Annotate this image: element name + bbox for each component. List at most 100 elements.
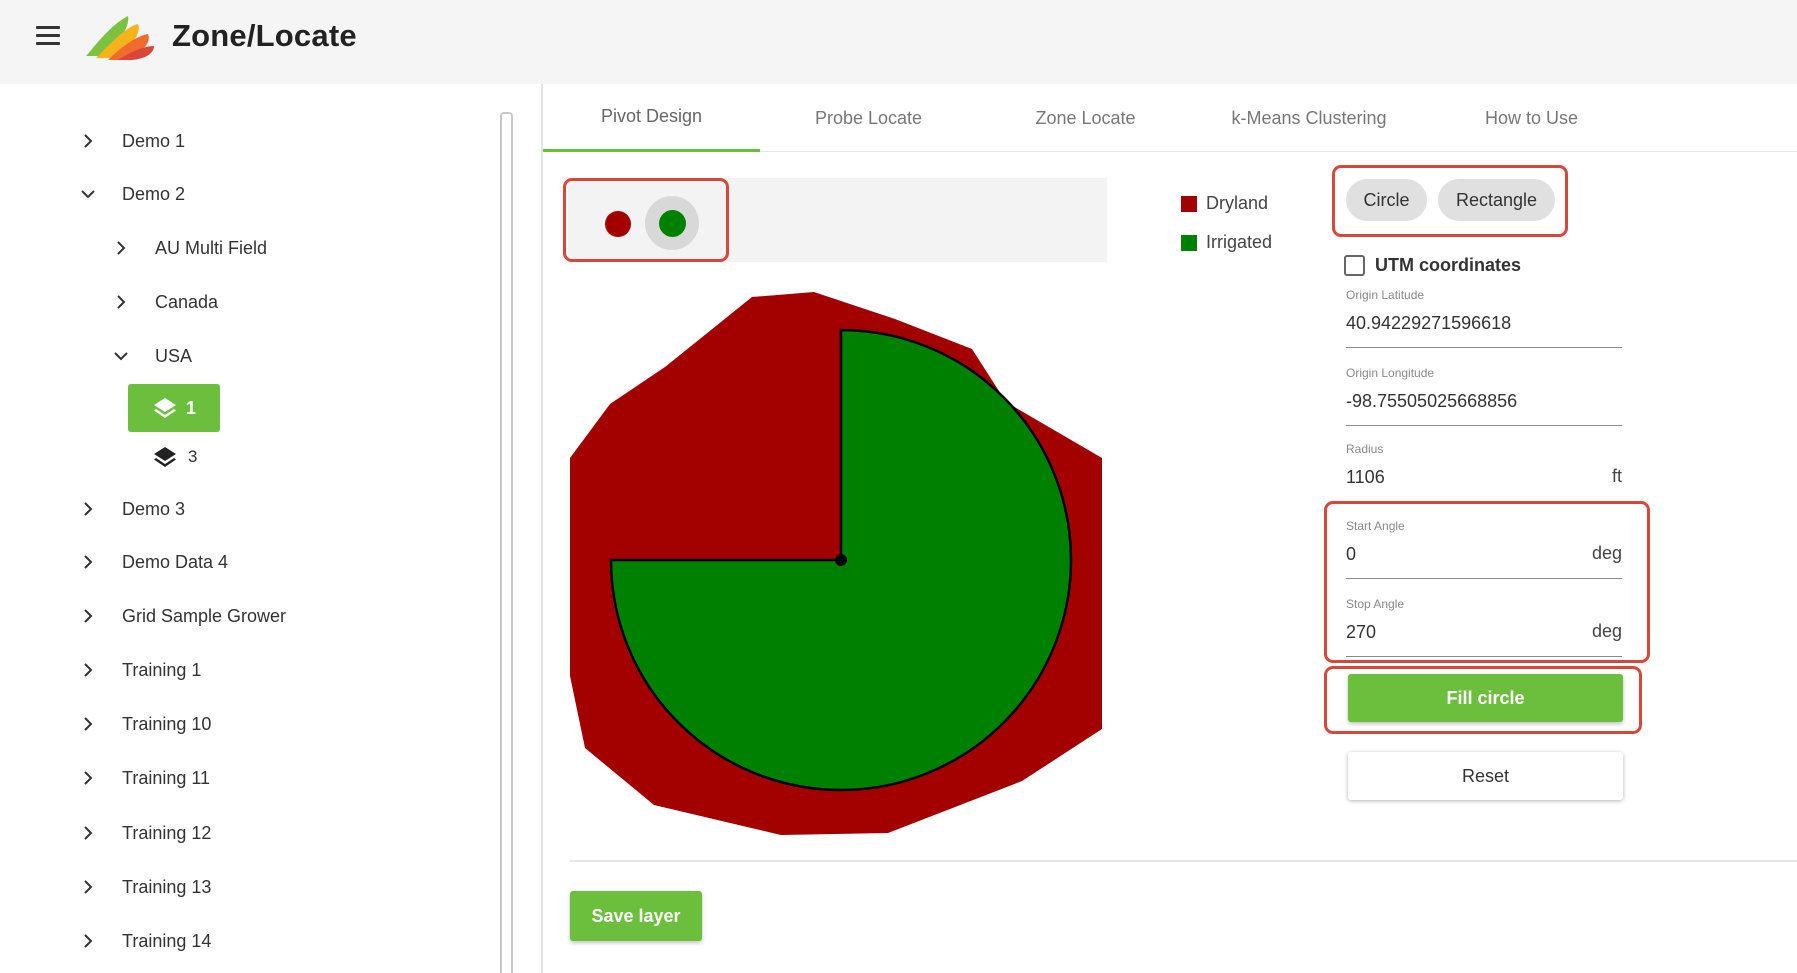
chevron-down-icon[interactable] xyxy=(109,344,133,368)
angle-fields-highlight xyxy=(1324,501,1650,663)
tab-probe-locate[interactable]: Probe Locate xyxy=(814,107,923,128)
chevron-right-icon[interactable] xyxy=(76,604,100,628)
sidebar-item-demo-2[interactable]: Demo 2 xyxy=(76,174,185,214)
sidebar-item-training-1[interactable]: Training 1 xyxy=(76,650,201,690)
sidebar-item-training-14[interactable]: Training 14 xyxy=(76,921,211,961)
circle-shape-button[interactable]: Circle xyxy=(1346,179,1427,221)
radius-field: Radius ft xyxy=(1346,442,1622,502)
utm-coordinates-label: UTM coordinates xyxy=(1375,254,1522,275)
tab-k-means-clustering[interactable]: k-Means Clustering xyxy=(1231,107,1387,128)
sidebar-item-label: USA xyxy=(155,345,193,366)
sidebar-item-demo-3[interactable]: Demo 3 xyxy=(76,489,185,529)
origin-latitude-field: Origin Latitude xyxy=(1346,288,1622,348)
origin-latitude-label: Origin Latitude xyxy=(1346,288,1425,302)
radius-label: Radius xyxy=(1346,442,1384,456)
sidebar-item-demo-1[interactable]: Demo 1 xyxy=(76,121,185,161)
layer-item-label: 3 xyxy=(188,447,198,466)
tab-bar: Pivot Design Probe Locate Zone Locate k-… xyxy=(543,84,1797,152)
tab-how-to-use[interactable]: How to Use xyxy=(1484,107,1579,128)
chevron-right-icon[interactable] xyxy=(109,290,133,314)
section-divider xyxy=(570,860,1797,862)
layer-item-label: 1 xyxy=(185,397,196,418)
chevron-right-icon[interactable] xyxy=(109,236,133,260)
stop-angle-field: Stop Angle deg xyxy=(1346,597,1622,657)
shape-buttons-highlight xyxy=(1332,165,1568,237)
chevron-right-icon[interactable] xyxy=(76,766,100,790)
chevron-down-icon[interactable] xyxy=(76,182,100,206)
legend-item-irrigated: Irrigated xyxy=(1181,223,1272,262)
sidebar-item-au-multi-field[interactable]: AU Multi Field xyxy=(109,228,267,268)
main-panel: Pivot Design Probe Locate Zone Locate k-… xyxy=(541,84,1797,973)
reset-button[interactable]: Reset xyxy=(1348,752,1623,800)
fill-circle-highlight xyxy=(1324,666,1642,734)
legend-label: Irrigated xyxy=(1206,232,1273,252)
radius-unit: ft xyxy=(1611,466,1622,486)
sidebar-item-label: Canada xyxy=(155,291,219,312)
chevron-right-icon[interactable] xyxy=(76,929,100,953)
sidebar-item-label: Grid Sample Grower xyxy=(122,605,287,626)
pivot-design-canvas[interactable] xyxy=(570,292,1110,837)
zone-toggle-highlight xyxy=(563,178,729,262)
start-angle-input[interactable] xyxy=(1346,541,1576,567)
irrigated-swatch-icon xyxy=(1181,234,1197,251)
chevron-right-icon[interactable] xyxy=(76,497,100,521)
sidebar-item-label: Training 12 xyxy=(122,822,212,843)
sidebar-item-label: Training 10 xyxy=(122,713,212,734)
sidebar-item-training-13[interactable]: Training 13 xyxy=(76,867,211,907)
utm-coordinates-checkbox-row[interactable]: UTM coordinates xyxy=(1344,252,1521,278)
sidebar-item-grid-sample-grower[interactable]: Grid Sample Grower xyxy=(76,596,286,636)
layer-item-3[interactable]: 3 xyxy=(152,440,197,474)
rectangle-shape-button[interactable]: Rectangle xyxy=(1438,179,1555,221)
sidebar-item-demo-data-4[interactable]: Demo Data 4 xyxy=(76,542,228,582)
start-angle-field: Start Angle deg xyxy=(1346,519,1622,579)
irrigated-swatch-dot xyxy=(659,210,686,237)
irrigated-pivot-sector xyxy=(609,328,1073,792)
utm-coordinates-checkbox[interactable] xyxy=(1344,254,1365,276)
start-angle-unit: deg xyxy=(1591,543,1622,563)
sidebar-item-label: Demo Data 4 xyxy=(122,551,229,572)
zone-legend: Dryland Irrigated xyxy=(1181,184,1272,262)
origin-longitude-label: Origin Longitude xyxy=(1346,366,1435,380)
origin-longitude-input[interactable] xyxy=(1346,388,1576,414)
sidebar-item-label: Demo 1 xyxy=(122,130,186,151)
tab-zone-locate[interactable]: Zone Locate xyxy=(1035,107,1136,128)
sidebar-item-label: Training 14 xyxy=(122,930,212,951)
stop-angle-input[interactable] xyxy=(1346,619,1576,645)
sidebar-scrollbar[interactable] xyxy=(500,112,513,973)
tab-pivot-design[interactable]: Pivot Design xyxy=(543,84,760,152)
sidebar-item-label: AU Multi Field xyxy=(155,237,268,258)
app-header: Zone/Locate xyxy=(0,0,1797,84)
origin-longitude-field: Origin Longitude xyxy=(1346,366,1622,426)
fill-circle-button[interactable]: Fill circle xyxy=(1348,674,1623,722)
sidebar-item-training-12[interactable]: Training 12 xyxy=(76,813,211,853)
dryland-swatch-button[interactable] xyxy=(605,211,631,237)
pivot-center-point xyxy=(835,554,847,566)
radius-input[interactable] xyxy=(1346,464,1576,490)
app-title: Zone/Locate xyxy=(172,18,357,53)
chevron-right-icon[interactable] xyxy=(76,658,100,682)
sidebar-item-usa[interactable]: USA xyxy=(109,336,192,376)
sidebar-item-label: Training 11 xyxy=(122,767,211,788)
chevron-right-icon[interactable] xyxy=(76,550,100,574)
layers-icon xyxy=(153,398,176,418)
sidebar-item-training-10[interactable]: Training 10 xyxy=(76,704,211,744)
stop-angle-label: Stop Angle xyxy=(1346,597,1405,611)
legend-label: Dryland xyxy=(1206,193,1269,213)
chevron-right-icon[interactable] xyxy=(76,712,100,736)
sidebar-item-canada[interactable]: Canada xyxy=(109,282,218,322)
chevron-right-icon[interactable] xyxy=(76,875,100,899)
chevron-right-icon[interactable] xyxy=(76,821,100,845)
dryland-swatch-icon xyxy=(1181,195,1197,212)
sidebar-item-training-11[interactable]: Training 11 xyxy=(76,758,210,798)
legend-item-dryland: Dryland xyxy=(1181,184,1272,223)
stop-angle-unit: deg xyxy=(1591,621,1622,641)
hamburger-menu-icon[interactable] xyxy=(34,24,64,48)
layers-icon xyxy=(154,447,176,467)
origin-latitude-input[interactable] xyxy=(1346,310,1576,336)
sidebar-item-label: Demo 2 xyxy=(122,183,186,204)
sidebar-item-label: Training 13 xyxy=(122,876,212,897)
layer-item-1-selected[interactable]: 1 xyxy=(128,384,220,432)
save-layer-button[interactable]: Save layer xyxy=(570,891,702,941)
start-angle-label: Start Angle xyxy=(1346,519,1405,533)
chevron-right-icon[interactable] xyxy=(76,129,100,153)
